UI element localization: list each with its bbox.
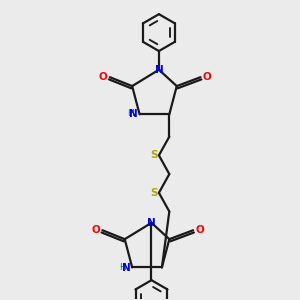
- Text: O: O: [99, 72, 108, 82]
- Text: H: H: [119, 263, 126, 272]
- Text: N: N: [154, 65, 163, 75]
- Text: O: O: [203, 72, 212, 82]
- Text: O: O: [195, 225, 204, 235]
- Text: S: S: [150, 188, 157, 198]
- Text: N: N: [147, 218, 156, 228]
- Text: H: H: [127, 109, 134, 118]
- Text: S: S: [150, 150, 157, 160]
- Text: N: N: [129, 109, 138, 119]
- Text: O: O: [92, 225, 100, 235]
- Text: N: N: [122, 263, 131, 273]
